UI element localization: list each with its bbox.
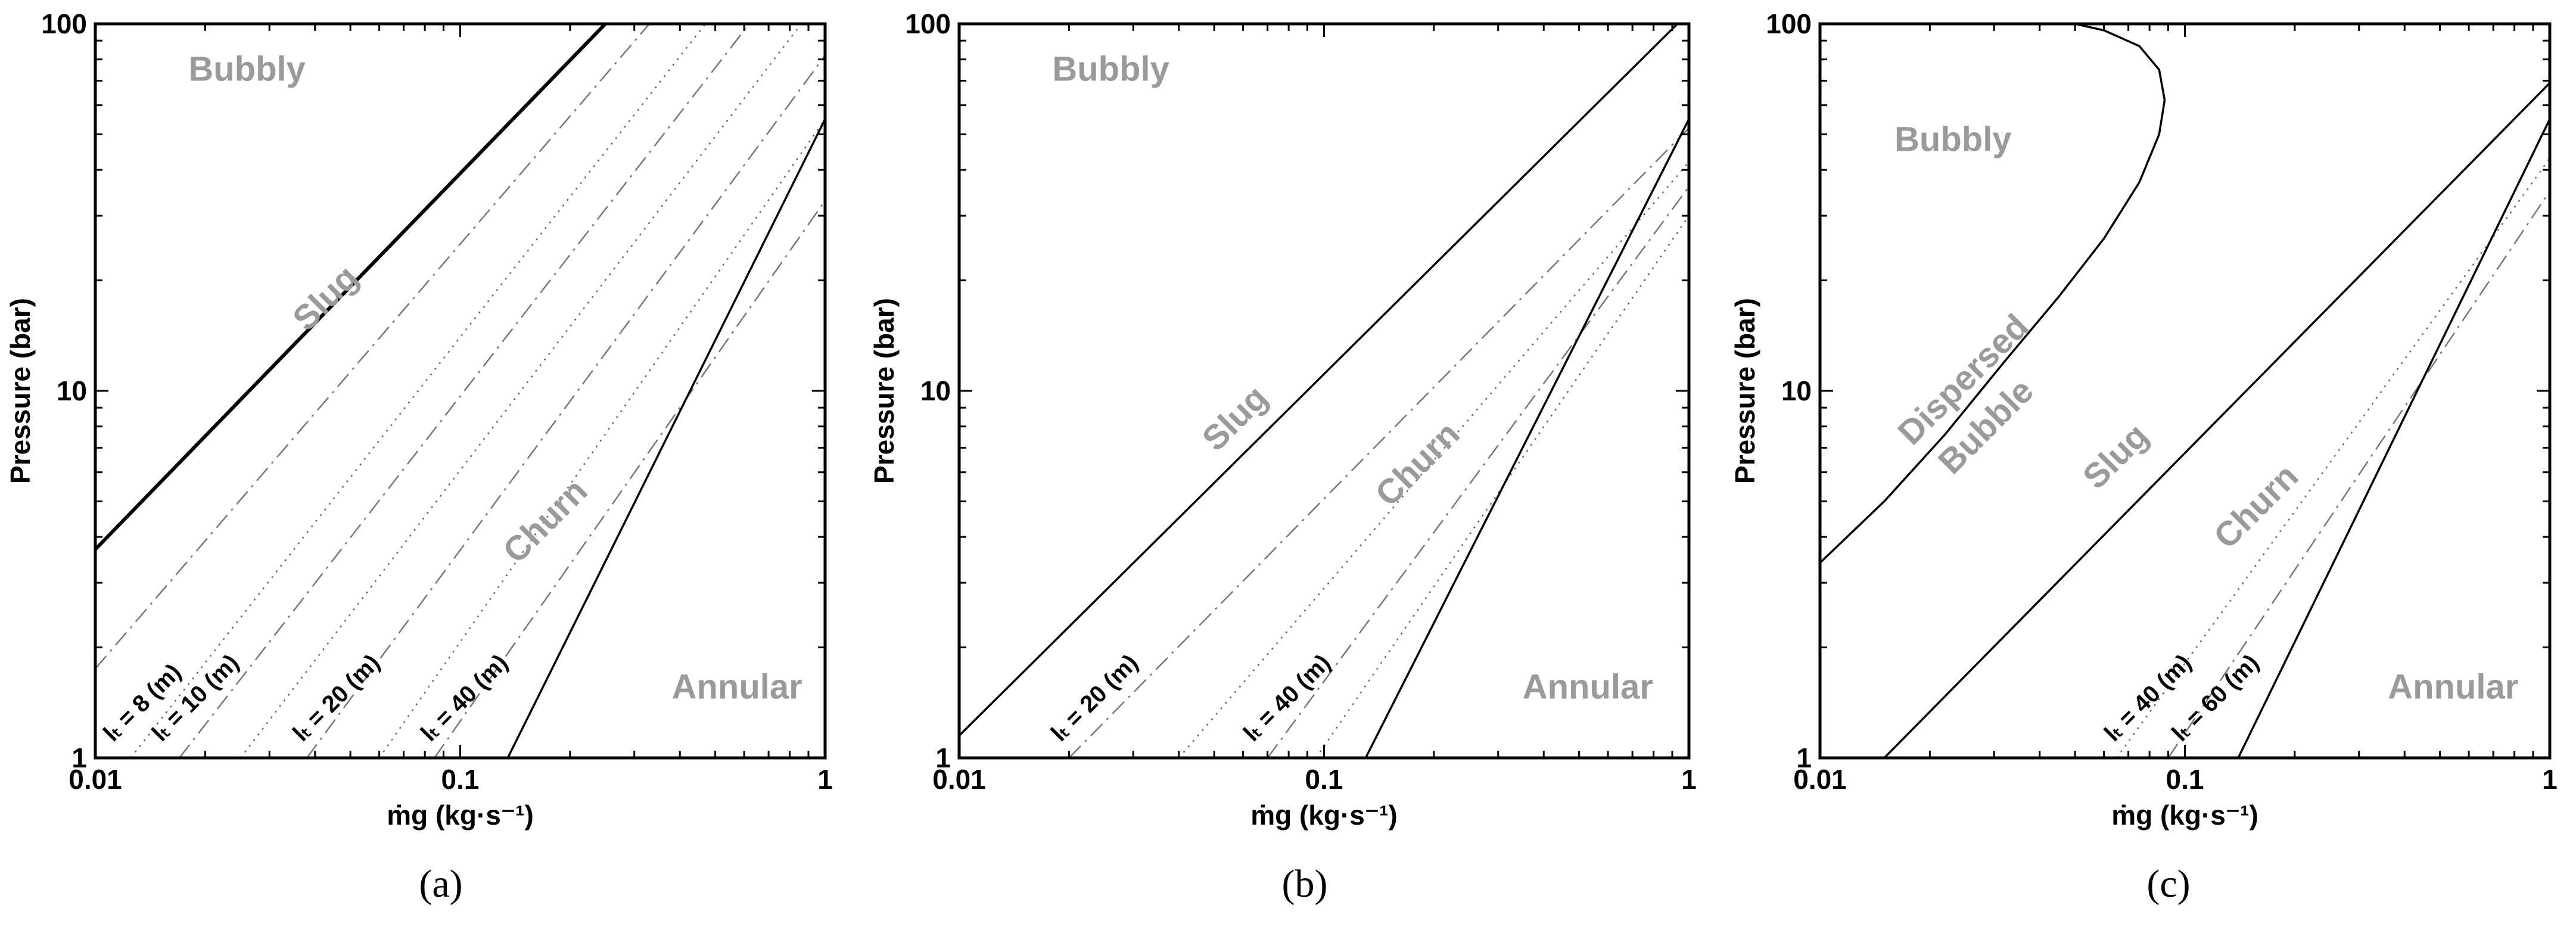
series-line-2 <box>95 24 651 670</box>
y-tick-label: 10 <box>57 375 87 406</box>
region-label: Slug <box>2076 416 2156 496</box>
panel-caption: (a) <box>419 862 462 906</box>
y-axis-label: Pressure (bar) <box>869 298 900 484</box>
region-label: Slug <box>1194 378 1275 458</box>
series-line-4 <box>1267 186 1689 758</box>
y-tick-label: 1 <box>935 742 951 773</box>
region-label: Churn <box>496 471 595 571</box>
x-tick-label: 0.01 <box>1793 764 1847 795</box>
region-label: Annular <box>2388 668 2518 707</box>
series-line-3 <box>130 24 707 758</box>
y-tick-label: 1 <box>71 742 87 773</box>
x-tick-label: 0.01 <box>932 764 986 795</box>
y-tick-label: 10 <box>920 375 951 406</box>
y-axis-label: Pressure (bar) <box>5 298 36 484</box>
region-label: Bubbly <box>1894 120 2012 159</box>
region-label: Bubbly <box>1052 49 1169 88</box>
x-axis-label: ṁg (kg·s⁻¹) <box>2111 800 2258 831</box>
series-group <box>95 24 825 758</box>
series-line-1 <box>95 24 607 551</box>
series-line-9 <box>506 119 825 758</box>
series-line-2 <box>1068 128 1689 758</box>
series-group <box>1820 24 2550 758</box>
plot-frame <box>957 22 1691 760</box>
y-tick-label: 100 <box>905 8 951 39</box>
panel-caption: (c) <box>2146 862 2190 906</box>
series-line-1 <box>959 24 1678 736</box>
tick-marks <box>958 23 1690 759</box>
panel-caption: (b) <box>1282 862 1328 906</box>
line-length-label: lₜ = 20 (m) <box>288 649 385 747</box>
region-label: Churn <box>2207 457 2306 557</box>
tick-marks <box>1819 23 2551 759</box>
region-label: Churn <box>1368 415 1467 514</box>
x-tick-label: 1 <box>2542 764 2558 795</box>
series-group <box>959 24 1689 758</box>
series-line-8 <box>434 200 825 758</box>
y-tick-label: 100 <box>1766 8 1812 39</box>
series-line-2 <box>1883 82 2550 758</box>
region-label: Annular <box>672 668 802 707</box>
region-label: Slug <box>285 258 366 338</box>
series-line-4 <box>2167 191 2550 758</box>
y-axis-label: Pressure (bar) <box>1729 298 1760 484</box>
region-label: Annular <box>1523 668 1653 707</box>
y-tick-label: 10 <box>1781 375 1812 406</box>
x-tick-label: 0.01 <box>69 764 122 795</box>
region-label: Bubbly <box>188 49 306 88</box>
series-line-3 <box>2115 158 2550 758</box>
y-tick-label: 1 <box>1796 742 1812 773</box>
x-axis-label: ṁg (kg·s⁻¹) <box>387 800 534 831</box>
series-line-5 <box>2237 119 2550 758</box>
chart-panel-b: 0.01 0.1 1 1 10 100 ṁg (kg·s⁻¹) Pressure (bar) B… <box>869 8 1697 906</box>
series-line-4 <box>179 24 750 758</box>
chart-panel-c: 0.01 0.1 1 1 10 100 ṁg (kg·s⁻¹) Pressure (bar) B… <box>1729 8 2558 906</box>
series-line-6 <box>1364 119 1689 758</box>
plot-frame <box>94 22 827 760</box>
tick-marks <box>94 23 826 759</box>
x-tick-label: 0.1 <box>2166 764 2204 795</box>
x-axis-label: ṁg (kg·s⁻¹) <box>1250 800 1398 831</box>
x-tick-label: 0.1 <box>1305 764 1343 795</box>
line-length-label: lₜ = 40 (m) <box>416 649 513 747</box>
series-line-5 <box>239 24 802 758</box>
x-tick-label: 1 <box>817 764 833 795</box>
series-line-7 <box>378 119 825 758</box>
chart-panel-a: 0.01 0.1 1 1 10 100 ṁg (kg·s⁻¹) Pressure (bar) B… <box>5 8 833 906</box>
series-line-1 <box>1820 24 2166 564</box>
series-line-6 <box>306 55 825 758</box>
x-tick-label: 1 <box>1681 764 1697 795</box>
x-tick-label: 0.1 <box>441 764 480 795</box>
y-tick-label: 100 <box>41 8 87 39</box>
